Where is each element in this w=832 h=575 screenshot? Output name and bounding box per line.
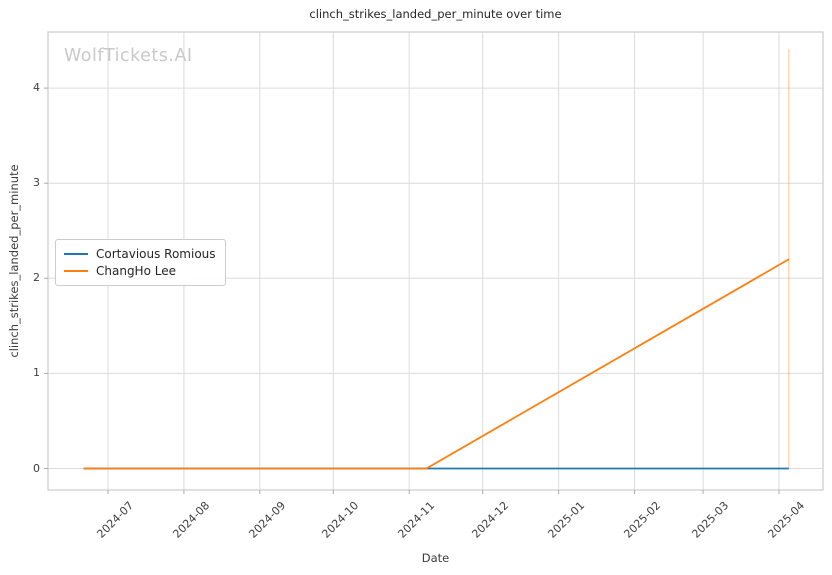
y-tick-label: 2	[33, 271, 40, 285]
chart-title: clinch_strikes_landed_per_minute over ti…	[309, 7, 562, 21]
y-tick-label: 1	[33, 366, 40, 380]
legend-item: Cortavious Romious	[64, 245, 216, 262]
legend-label: ChangHo Lee	[96, 263, 176, 278]
legend-line-swatch	[64, 252, 88, 255]
y-axis-label: clinch_strikes_landed_per_minute	[7, 164, 21, 358]
legend-item: ChangHo Lee	[64, 262, 216, 279]
y-tick-label: 4	[33, 81, 40, 95]
legend-line-swatch	[64, 269, 88, 272]
watermark-text: WolfTickets.AI	[64, 46, 193, 66]
series-line-1	[83, 258, 790, 470]
y-tick-label: 0	[33, 461, 40, 475]
legend-label: Cortavious Romious	[96, 246, 216, 261]
y-tick-label: 3	[33, 176, 40, 190]
legend: Cortavious Romious ChangHo Lee	[55, 239, 226, 286]
x-axis-label: Date	[421, 551, 450, 565]
